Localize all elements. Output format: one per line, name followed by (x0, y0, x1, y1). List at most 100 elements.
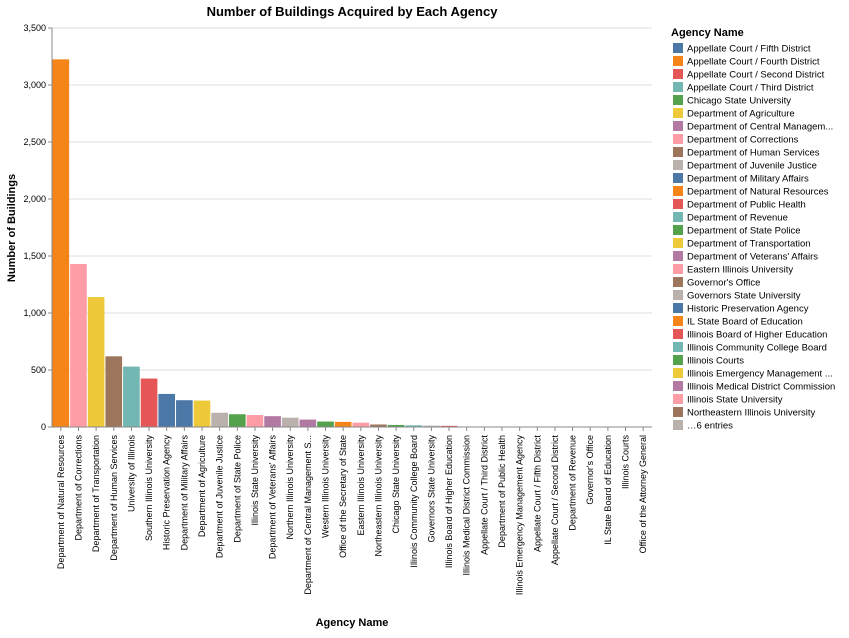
bar[interactable] (141, 379, 158, 427)
legend-label: Department of Agriculture (687, 109, 795, 120)
x-tick-label: Governor's Office (585, 435, 595, 505)
legend-label: Northeastern Illinois University (687, 408, 816, 419)
x-tick-label: Department of Revenue (568, 435, 578, 531)
x-tick-label: Historic Preservation Agency (162, 435, 172, 551)
legend-swatch (673, 303, 683, 313)
legend-swatch (673, 407, 683, 417)
x-tick-label: Office of the Secretary of State (338, 435, 348, 558)
legend-label: Illinois Community College Board (687, 343, 827, 354)
bar[interactable] (317, 422, 334, 427)
x-tick-label: Southern Illinois University (144, 435, 154, 542)
x-tick-label: Eastern Illinois University (356, 435, 366, 536)
legend-swatch (673, 342, 683, 352)
legend-label: IL State Board of Education (687, 317, 803, 328)
legend-swatch (673, 160, 683, 170)
bar[interactable] (264, 416, 281, 427)
legend-swatch (673, 186, 683, 196)
bar[interactable] (211, 413, 228, 427)
legend-swatch (673, 238, 683, 248)
legend-swatch (673, 212, 683, 222)
y-tick-label: 1,500 (23, 251, 46, 261)
legend-label: Appellate Court / Second District (687, 70, 825, 81)
legend-swatch (673, 134, 683, 144)
x-tick-label: Illinois Courts (621, 435, 631, 490)
bar[interactable] (176, 400, 193, 427)
chart-title: Number of Buildings Acquired by Each Age… (207, 4, 499, 19)
legend-label: Department of Human Services (687, 148, 820, 159)
x-tick-label: Department of Natural Resources (56, 435, 66, 570)
legend-swatch (673, 69, 683, 79)
legend-label: Department of Natural Resources (687, 187, 829, 198)
bar[interactable] (70, 264, 87, 427)
bar[interactable] (247, 415, 264, 427)
legend-swatch (673, 82, 683, 92)
bar[interactable] (53, 59, 70, 427)
legend-label: Department of Central Managem... (687, 122, 833, 133)
legend-swatch (673, 394, 683, 404)
legend-label: Department of Juvenile Justice (687, 161, 817, 172)
legend-title: Agency Name (671, 27, 744, 39)
legend-swatch (673, 264, 683, 274)
x-tick-label: Department of Corrections (73, 435, 83, 541)
x-tick-label: Department of Public Health (497, 435, 507, 548)
bars (53, 59, 652, 427)
legend-label: Department of State Police (687, 226, 801, 237)
x-tick-label: Office of the Attorney General (638, 435, 648, 553)
legend-label: Appellate Court / Fourth District (687, 57, 820, 68)
x-tick-label: Illinois Community College Board (409, 435, 419, 568)
legend-swatch (673, 43, 683, 53)
x-tick-label: Department of Human Services (109, 435, 119, 561)
x-tick-label: Governors State University (426, 435, 436, 543)
y-tick-label: 2,500 (23, 137, 46, 147)
x-tick-label: Illinois Board of Higher Education (444, 435, 454, 568)
legend-swatch (673, 147, 683, 157)
legend-label: Governor's Office (687, 278, 760, 289)
x-tick-label: Chicago State University (391, 435, 401, 534)
legend-swatch (673, 277, 683, 287)
gridlines (52, 28, 652, 427)
y-tick-label: 3,000 (23, 80, 46, 90)
legend-swatch (673, 368, 683, 378)
legend-label: Department of Public Health (687, 200, 806, 211)
bar[interactable] (158, 394, 175, 427)
bar[interactable] (300, 420, 317, 427)
legend-swatch (673, 225, 683, 235)
bar[interactable] (88, 297, 105, 427)
x-tick-label: Department of State Police (232, 435, 242, 543)
legend-label: …6 entries (687, 421, 733, 432)
bar[interactable] (282, 418, 299, 427)
bar[interactable] (194, 401, 211, 427)
legend-swatch (673, 381, 683, 391)
x-tick-label: Northern Illinois University (285, 435, 295, 540)
legend-label: Department of Military Affairs (687, 174, 809, 185)
x-tick-label: Department of Central Management S... (303, 435, 313, 595)
bar[interactable] (353, 423, 370, 427)
legend-swatch (673, 95, 683, 105)
legend-label: Appellate Court / Fifth District (687, 44, 811, 55)
x-tick-label: IL State Board of Education (603, 435, 613, 545)
y-axis-title: Number of Buildings (6, 174, 18, 282)
x-tick-label: Department of Agriculture (197, 435, 207, 537)
x-tick-label: Illinois Emergency Management Agency (515, 435, 525, 596)
legend-label: Chicago State University (687, 96, 791, 107)
legend-label: Department of Corrections (687, 135, 799, 146)
x-tick-label: Western Illinois University (321, 435, 331, 538)
legend-label: Department of Transportation (687, 239, 811, 250)
bar[interactable] (229, 414, 246, 427)
legend-swatch (673, 290, 683, 300)
y-tick-label: 3,500 (23, 23, 46, 33)
axes: 05001,0001,5002,0002,5003,0003,500Depart… (23, 23, 652, 595)
legend-label: Appellate Court / Third District (687, 83, 814, 94)
x-tick-label: Northeastern Illinois University (373, 435, 383, 557)
x-tick-label: Illinois State University (250, 435, 260, 526)
bar[interactable] (123, 367, 140, 427)
legend-label: Illinois Medical District Commission (687, 382, 835, 393)
legend-label: Historic Preservation Agency (687, 304, 809, 315)
legend-swatch (673, 316, 683, 326)
x-tick-label: University of Illinois (126, 435, 136, 513)
bar[interactable] (105, 356, 122, 427)
legend-label: Illinois Emergency Management ... (687, 369, 833, 380)
x-tick-label: Department of Veterans' Affairs (268, 435, 278, 560)
bar[interactable] (335, 422, 352, 427)
